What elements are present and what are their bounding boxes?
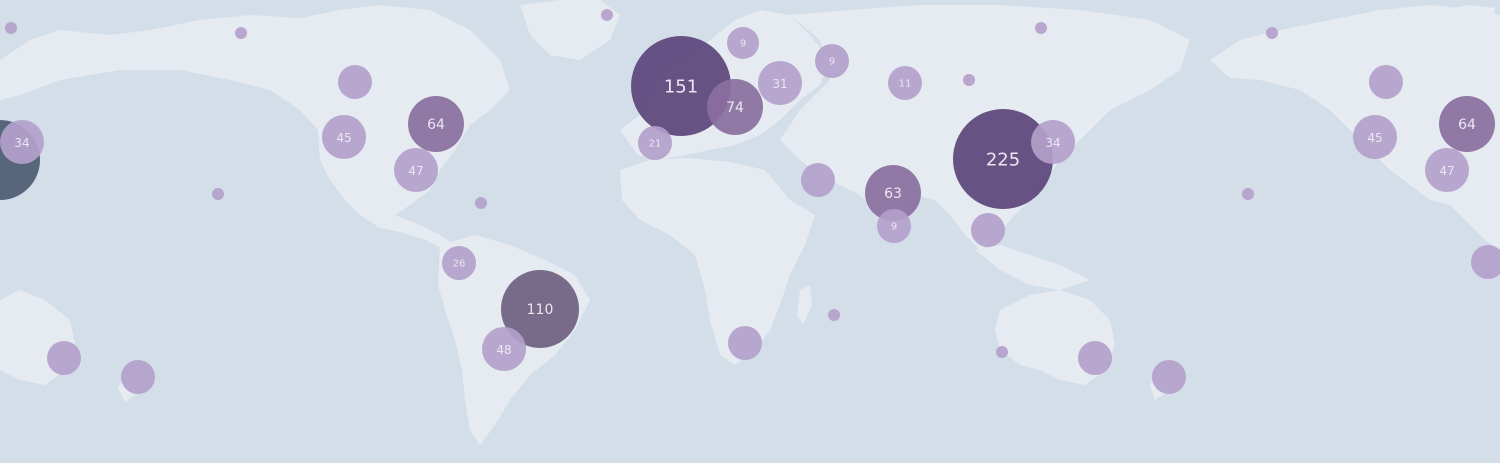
- cluster-circle: [482, 327, 526, 371]
- cluster-marker-canada-west-right[interactable]: [1369, 65, 1403, 99]
- land-north-america-right: [1210, 5, 1500, 250]
- cluster-marker-east-coast-us-left[interactable]: 34: [0, 120, 44, 164]
- cluster-marker-pt-caribbean[interactable]: [475, 197, 487, 209]
- cluster-circle: [1152, 360, 1186, 394]
- cluster-marker-australia-east[interactable]: [1078, 341, 1112, 375]
- land-madagascar: [797, 285, 812, 325]
- cluster-marker-pt-pacific[interactable]: [212, 188, 224, 200]
- cluster-circle: [971, 213, 1005, 247]
- cluster-circle: [0, 120, 44, 164]
- cluster-marker-south-africa[interactable]: [728, 326, 762, 360]
- cluster-layer: 34 45644715174931921112253463926110484564…: [0, 9, 1500, 394]
- cluster-marker-peru[interactable]: 26: [442, 246, 476, 280]
- cluster-marker-canada-west[interactable]: [338, 65, 372, 99]
- cluster-marker-brazil-edge-right[interactable]: [1471, 245, 1500, 279]
- cluster-circle: [394, 148, 438, 192]
- cluster-circle: [1425, 148, 1469, 192]
- cluster-marker-pt-kamchatka[interactable]: [1266, 27, 1278, 39]
- cluster-circle: [212, 188, 224, 200]
- cluster-circle: [828, 309, 840, 321]
- cluster-marker-us-west-right[interactable]: 45: [1353, 115, 1397, 159]
- cluster-marker-iberia[interactable]: 21: [638, 126, 672, 160]
- cluster-marker-us-south[interactable]: 47: [394, 148, 438, 192]
- land-greenland: [520, 0, 620, 60]
- cluster-marker-china[interactable]: 225: [953, 109, 1053, 209]
- cluster-circle: [963, 74, 975, 86]
- cluster-circle: [707, 79, 763, 135]
- land-central-america: [360, 215, 455, 250]
- cluster-circle: [475, 197, 487, 209]
- cluster-marker-middle-east[interactable]: [801, 163, 835, 197]
- cluster-marker-pt-alaska[interactable]: [235, 27, 247, 39]
- cluster-circle: [865, 165, 921, 221]
- cluster-marker-new-zealand-left[interactable]: [121, 360, 155, 394]
- cluster-circle: [1031, 120, 1075, 164]
- cluster-circle: [501, 270, 579, 348]
- cluster-marker-pt-siberia[interactable]: [1035, 22, 1047, 34]
- cluster-circle: [442, 246, 476, 280]
- cluster-circle: [953, 109, 1053, 209]
- cluster-circle: [408, 96, 464, 152]
- cluster-marker-pt-mongolia[interactable]: [963, 74, 975, 86]
- cluster-circle: [1266, 27, 1278, 39]
- cluster-circle: [638, 126, 672, 160]
- cluster-marker-eastern-europe[interactable]: 31: [758, 61, 802, 105]
- cluster-circle: [815, 44, 849, 78]
- cluster-marker-japan-korea[interactable]: 34: [1031, 120, 1075, 164]
- cluster-marker-pt-pacific-right[interactable]: [1242, 188, 1254, 200]
- cluster-circle: [1353, 115, 1397, 159]
- land-north-america-left: [0, 5, 510, 225]
- land-greenland-right: [1440, 5, 1495, 55]
- cluster-marker-us-east[interactable]: 64: [408, 96, 464, 152]
- cluster-circle: [322, 115, 366, 159]
- cluster-marker-pt-iceland[interactable]: [601, 9, 613, 21]
- cluster-circle: [235, 27, 247, 39]
- cluster-circle: [801, 163, 835, 197]
- cluster-circle: [1035, 22, 1047, 34]
- cluster-circle: [338, 65, 372, 99]
- cluster-circle: [1242, 188, 1254, 200]
- cluster-circle: [758, 61, 802, 105]
- cluster-marker-europe-central[interactable]: 74: [707, 79, 763, 135]
- cluster-circle: [727, 27, 759, 59]
- cluster-circle: [996, 346, 1008, 358]
- cluster-circle: [1369, 65, 1403, 99]
- cluster-marker-southeast-asia[interactable]: [971, 213, 1005, 247]
- cluster-circle: [1439, 96, 1495, 152]
- cluster-circle: [601, 9, 613, 21]
- cluster-circle: [877, 209, 911, 243]
- cluster-marker-pt-alaska-left[interactable]: [5, 22, 17, 34]
- cluster-circle: [47, 341, 81, 375]
- cluster-marker-pt-madagascar[interactable]: [828, 309, 840, 321]
- cluster-marker-australia-west-left[interactable]: [47, 341, 81, 375]
- land-southeast-asia: [975, 245, 1090, 290]
- cluster-marker-new-zealand[interactable]: [1152, 360, 1186, 394]
- cluster-circle: [1078, 341, 1112, 375]
- cluster-circle: [728, 326, 762, 360]
- cluster-circle: [631, 36, 731, 136]
- land-africa: [620, 158, 815, 365]
- cluster-marker-us-south-right[interactable]: 47: [1425, 148, 1469, 192]
- cluster-marker-argentina[interactable]: 48: [482, 327, 526, 371]
- cluster-marker-scandinavia[interactable]: 9: [727, 27, 759, 59]
- cluster-marker-pt-australia-west[interactable]: [996, 346, 1008, 358]
- cluster-marker-us-east-right[interactable]: 64: [1439, 96, 1495, 152]
- cluster-marker-south-india[interactable]: 9: [877, 209, 911, 243]
- cluster-circle: [1471, 245, 1500, 279]
- cluster-marker-us-west[interactable]: 45: [322, 115, 366, 159]
- cluster-circle: [888, 66, 922, 100]
- cluster-circle: [5, 22, 17, 34]
- cluster-marker-central-asia[interactable]: 11: [888, 66, 922, 100]
- cluster-marker-russia-west[interactable]: 9: [815, 44, 849, 78]
- cluster-circle: [121, 360, 155, 394]
